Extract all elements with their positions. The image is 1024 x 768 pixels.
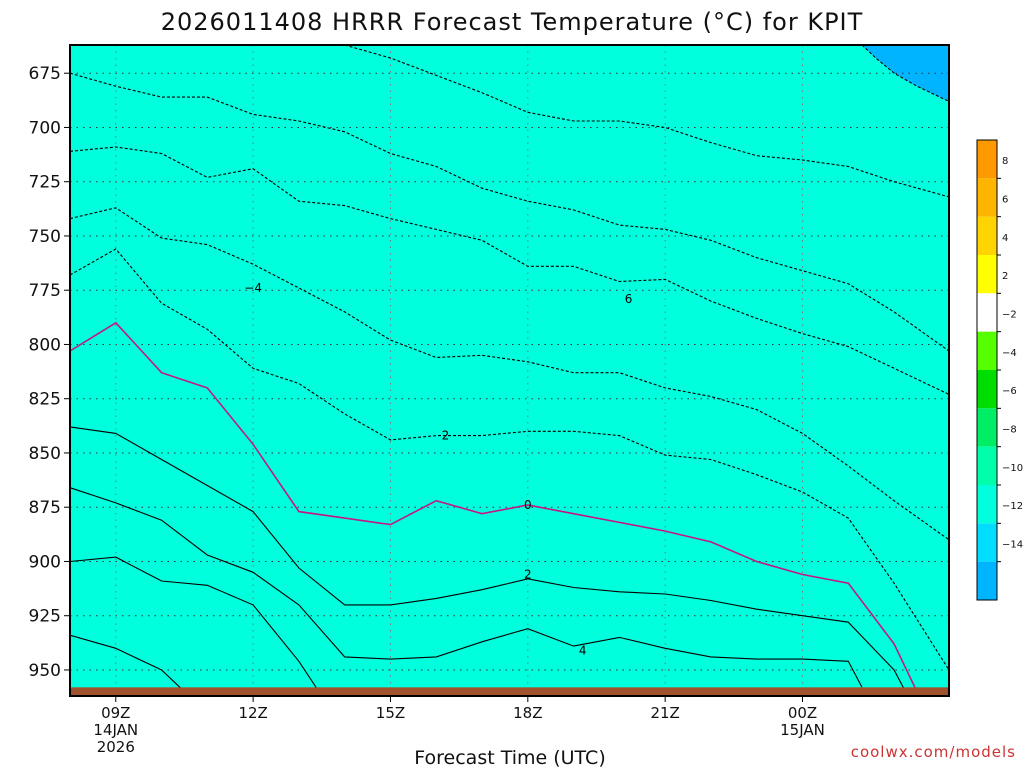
y-tick-label-750: 750 xyxy=(29,227,61,247)
isotherm--14 xyxy=(861,44,950,102)
y-tick-label-800: 800 xyxy=(29,335,61,355)
x-tick-date-00Z: 15JAN xyxy=(780,721,825,739)
x-tick-year-09Z: 2026 xyxy=(97,738,135,756)
colorbar-label-3: 2 xyxy=(1002,271,1008,282)
isotherm-6 xyxy=(69,556,323,697)
isotherm-8 xyxy=(69,634,185,693)
colorbar-swatch-2 xyxy=(977,216,997,255)
x-tick-label-09Z: 09Z xyxy=(101,704,130,722)
ground-surface xyxy=(70,687,949,696)
colorbar-legend: 8 6 4 2 −2 −4 −6 −8 −10 −12 −14 xyxy=(976,139,1023,601)
contour-labels: −4 6 2 0 2 4 xyxy=(244,281,632,657)
plot-area xyxy=(70,45,949,697)
x-tick-label-00Z: 00Z xyxy=(788,704,817,722)
colorbar-swatch-0 xyxy=(977,140,997,179)
y-tick-label-950: 950 xyxy=(29,661,61,681)
credit-link[interactable]: coolwx.com/models xyxy=(851,743,1016,761)
colorbar-label-5: −4 xyxy=(1002,348,1017,359)
isotherm-2 xyxy=(69,426,909,697)
ground-fill xyxy=(70,687,949,696)
colorbar-label-8: −10 xyxy=(1002,463,1023,474)
band-fill--12 xyxy=(70,45,949,696)
contour-label-5: 4 xyxy=(579,643,587,657)
colorbar-swatch-3 xyxy=(977,255,997,294)
isotherm--10 xyxy=(69,72,950,352)
colorbar-label-9: −12 xyxy=(1002,501,1023,512)
grid-lines xyxy=(70,45,949,696)
x-tick-label-21Z: 21Z xyxy=(650,704,679,722)
x-tick-label-12Z: 12Z xyxy=(238,704,267,722)
colorbar-swatch-1 xyxy=(977,178,997,217)
colorbar-swatch-4 xyxy=(977,293,997,332)
contour-label-2: 2 xyxy=(442,429,450,443)
colorbar-swatch-6 xyxy=(977,370,997,409)
y-tick-label-675: 675 xyxy=(29,64,61,84)
contour-label-3: 0 xyxy=(524,498,532,512)
colorbar-label-6: −6 xyxy=(1002,386,1017,397)
x-axis-label: Forecast Time (UTC) xyxy=(414,747,605,768)
colorbar-label-1: 6 xyxy=(1002,194,1008,205)
y-tick-label-850: 850 xyxy=(29,444,61,464)
isotherm--4 xyxy=(69,248,950,671)
y-tick-label-775: 775 xyxy=(29,281,61,301)
colorbar-swatch-7 xyxy=(977,408,997,447)
colorbar-label-10: −14 xyxy=(1002,539,1023,550)
y-tick-label-900: 900 xyxy=(29,552,61,572)
x-tick-label-15Z: 15Z xyxy=(376,704,405,722)
colorbar-swatch-8 xyxy=(977,446,997,485)
isotherm--12 xyxy=(344,44,950,198)
colorbar-swatch-5 xyxy=(977,331,997,370)
y-tick-label-925: 925 xyxy=(29,607,61,627)
colorbar-label-7: −8 xyxy=(1002,424,1017,435)
y-axis: 675 700 725 750 775 800 825 850 875 900 925 950 xyxy=(29,64,70,681)
chart-title: 2026011408 HRRR Forecast Temperature (°C… xyxy=(161,8,864,36)
contour-label-1: 6 xyxy=(625,292,633,306)
colorbar-label-4: −2 xyxy=(1002,309,1017,320)
colorbar-label-0: 8 xyxy=(1002,156,1008,167)
isotherm--6 xyxy=(69,207,950,541)
contour-label-0: −4 xyxy=(244,281,262,295)
y-tick-label-875: 875 xyxy=(29,498,61,518)
contour-label-4: 2 xyxy=(524,567,532,581)
colorbar-swatch-11 xyxy=(977,561,997,600)
plot-frame xyxy=(69,44,950,697)
isotherm-lines xyxy=(69,44,950,697)
x-tick-label-18Z: 18Z xyxy=(513,704,542,722)
isotherm-4 xyxy=(69,487,863,688)
colorbar-label-2: 4 xyxy=(1002,233,1008,244)
isotherm--2 xyxy=(69,321,918,693)
isotherm--8 xyxy=(69,146,950,395)
y-tick-label-825: 825 xyxy=(29,390,61,410)
y-tick-label-725: 725 xyxy=(29,173,61,193)
x-tick-date-09Z: 14JAN xyxy=(93,721,138,739)
colorbar-swatch-9 xyxy=(977,485,997,524)
y-tick-label-700: 700 xyxy=(29,118,61,138)
colorbar-swatch-10 xyxy=(977,523,997,562)
